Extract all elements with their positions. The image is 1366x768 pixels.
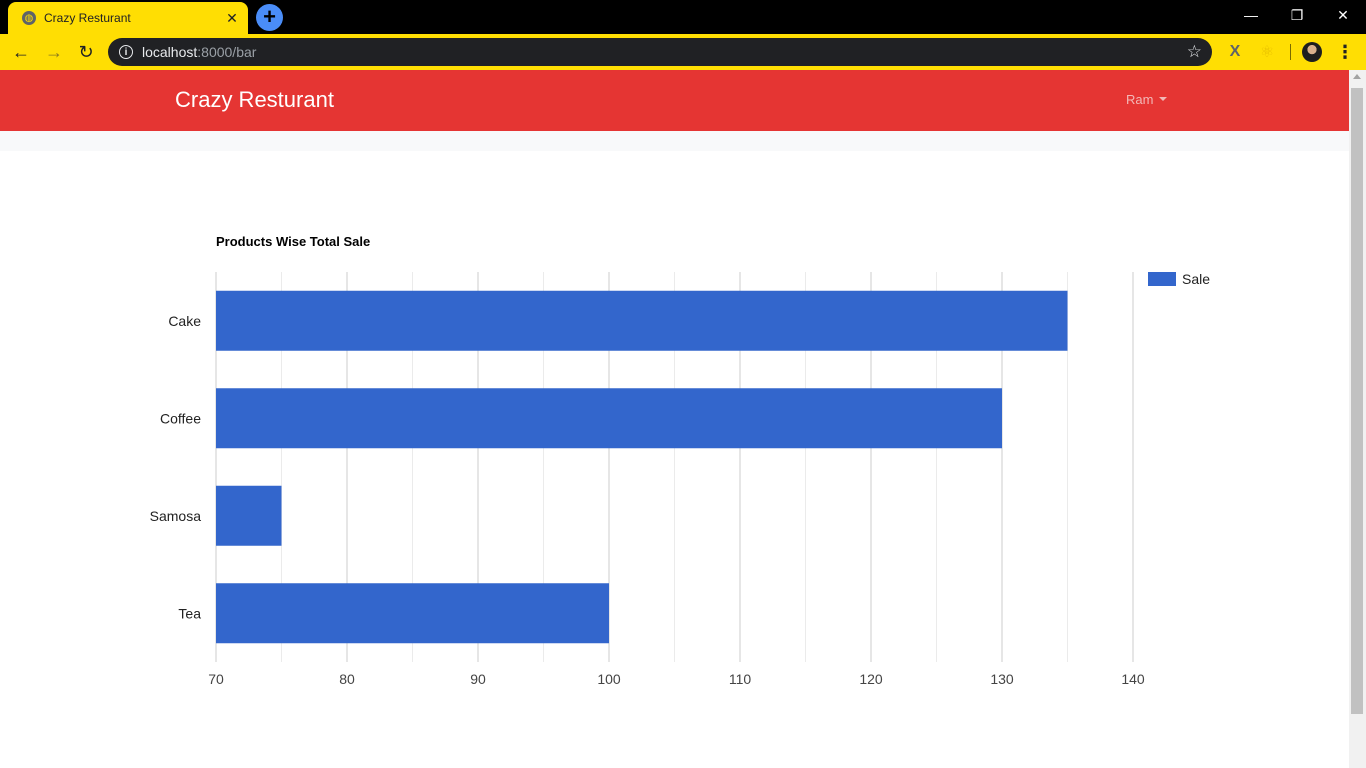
category-label-cake: Cake xyxy=(168,313,201,329)
minimize-icon[interactable]: — xyxy=(1244,7,1258,23)
page-viewport: Crazy Resturant Ram Products Wise Total … xyxy=(0,70,1349,768)
site-navbar: Crazy Resturant Ram xyxy=(0,70,1349,131)
browser-toolbar: ← → ↻ i localhost:8000/bar ☆ X ⚛ ⋮ xyxy=(0,34,1366,70)
kebab-menu-icon[interactable]: ⋮ xyxy=(1336,42,1354,62)
x-tick-label: 120 xyxy=(859,671,883,687)
scrollbar-thumb[interactable] xyxy=(1351,88,1363,714)
bookmark-star-icon[interactable]: ☆ xyxy=(1186,42,1202,61)
chart-category-labels: Cake Coffee Samosa Tea xyxy=(150,313,202,622)
reload-icon[interactable]: ↻ xyxy=(78,41,94,62)
profile-avatar[interactable] xyxy=(1302,42,1322,62)
globe-icon: ◍ xyxy=(22,11,36,25)
user-dropdown[interactable]: Ram xyxy=(1126,92,1168,107)
legend-swatch-sale xyxy=(1148,272,1176,286)
x-tick-label: 110 xyxy=(729,671,752,687)
x-tick-label: 100 xyxy=(597,671,621,687)
tab-title: Crazy Resturant xyxy=(44,11,131,25)
chart-legend: Sale xyxy=(1148,271,1210,287)
x-tick-label: 80 xyxy=(339,671,355,687)
window-close-icon[interactable]: ✕ xyxy=(1337,6,1349,23)
chart-bars xyxy=(216,290,1068,644)
chart-tick-labels: 70 80 90 100 110 120 130 140 xyxy=(208,671,1145,687)
x-tick-label: 140 xyxy=(1121,671,1145,687)
url-host: localhost xyxy=(142,44,198,60)
address-bar[interactable]: i localhost:8000/bar ☆ xyxy=(108,38,1212,66)
bar-coffee[interactable] xyxy=(216,388,1002,449)
bar-cake[interactable] xyxy=(216,290,1068,351)
chart-title: Products Wise Total Sale xyxy=(216,234,370,249)
category-label-tea: Tea xyxy=(178,605,201,621)
toolbar-separator xyxy=(1290,44,1291,60)
browser-tab[interactable]: ◍ Crazy Resturant ✕ xyxy=(8,2,248,34)
sales-bar-chart: Products Wise Total Sale Cake Coffee Samos… xyxy=(150,234,1211,687)
extension-react-icon[interactable]: ⚛ xyxy=(1259,44,1275,61)
back-arrow-icon[interactable]: ← xyxy=(12,41,30,62)
extension-x-icon[interactable]: X xyxy=(1229,43,1241,60)
page-scrollbar[interactable] xyxy=(1349,70,1366,768)
tab-close-icon[interactable]: ✕ xyxy=(226,9,238,26)
forward-arrow-icon[interactable]: → xyxy=(45,41,63,62)
site-info-icon[interactable]: i xyxy=(119,45,133,59)
brand-title[interactable]: Crazy Resturant xyxy=(175,87,334,112)
scroll-up-icon[interactable] xyxy=(1353,74,1361,79)
browser-tabstrip: ◍ Crazy Resturant ✕ + — ❐ ✕ xyxy=(0,0,1366,34)
category-label-coffee: Coffee xyxy=(160,410,201,426)
restore-icon[interactable]: ❐ xyxy=(1290,6,1304,23)
x-tick-label: 70 xyxy=(208,671,224,687)
new-tab-button[interactable]: + xyxy=(256,4,283,31)
x-tick-label: 90 xyxy=(470,671,486,687)
category-label-samosa: Samosa xyxy=(150,508,202,524)
caret-down-icon xyxy=(1159,97,1168,101)
url-path: :8000/bar xyxy=(197,44,257,60)
legend-label-sale: Sale xyxy=(1182,271,1210,287)
bar-tea[interactable] xyxy=(216,583,609,644)
subheader-band xyxy=(0,131,1349,151)
user-name: Ram xyxy=(1126,92,1154,107)
bar-samosa[interactable] xyxy=(216,485,282,546)
x-tick-label: 130 xyxy=(990,671,1014,687)
